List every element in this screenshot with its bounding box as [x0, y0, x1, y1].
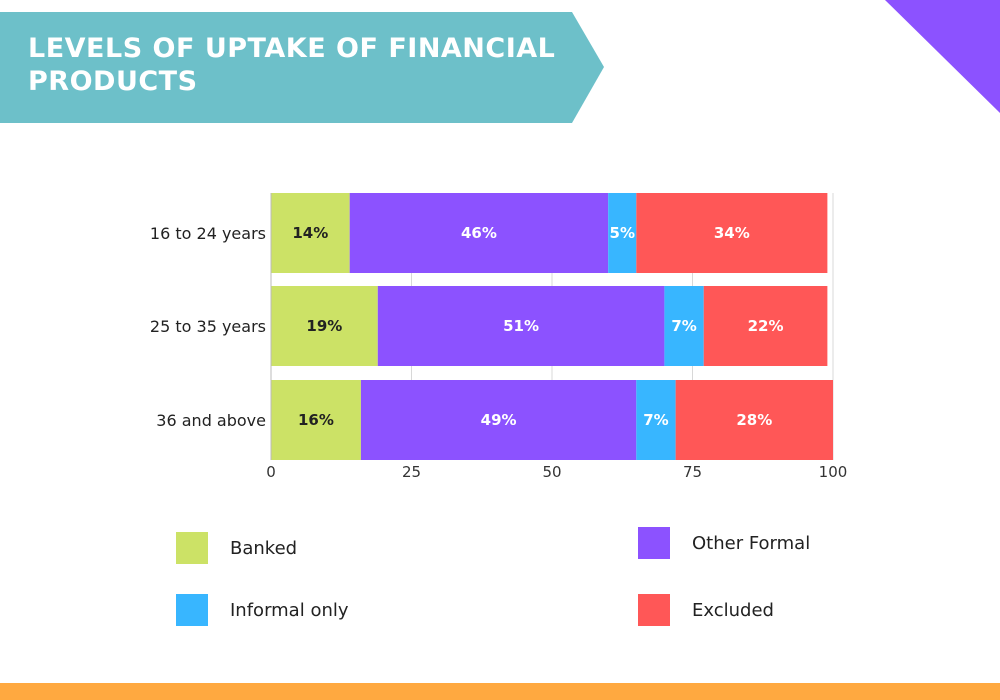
bar-segment-informal-only [608, 193, 637, 273]
x-tick-label: 100 [819, 463, 848, 481]
legend-label-informal-only: Informal only [230, 599, 349, 621]
x-tick-label: 25 [402, 463, 421, 481]
legend-item-excluded: Excluded [638, 594, 774, 626]
data-label: 49% [481, 411, 517, 429]
bar-segment-other-formal [360, 380, 637, 460]
bar-segment-other-formal [349, 193, 609, 273]
legend-item-other-formal: Other Formal [638, 527, 810, 559]
bar-segment-excluded [636, 193, 828, 273]
bar-segment-informal-only [664, 286, 704, 366]
legend-item-banked: Banked [176, 532, 297, 564]
category-label: 36 and above [156, 411, 266, 430]
legend-swatch-informal-only [176, 594, 208, 626]
corner-triangle-shape [885, 0, 1000, 113]
data-label: 19% [306, 317, 342, 335]
bar-segment-excluded [675, 380, 833, 460]
bar-segment-banked [271, 193, 350, 273]
stacked-bar-chart: 0 25 50 75 100 14% 46% 5% 34% 16 to 24 years 19% 51… [150, 193, 848, 481]
legend-label-excluded: Excluded [692, 599, 774, 621]
data-label: 34% [714, 224, 750, 242]
data-label: 16% [298, 411, 334, 429]
legend-item-informal-only: Informal only [176, 594, 349, 626]
data-label: 7% [643, 411, 668, 429]
banner-shape [0, 12, 604, 123]
x-tick-label: 50 [542, 463, 561, 481]
legend-swatch-other-formal [638, 527, 670, 559]
data-label: 46% [461, 224, 497, 242]
x-tick-label: 75 [683, 463, 702, 481]
bar-segment-informal-only [636, 380, 676, 460]
data-label: 22% [748, 317, 784, 335]
category-label: 25 to 35 years [150, 317, 266, 336]
page-title: LEVELS OF UPTAKE OF FINANCIAL PRODUCTS [28, 33, 556, 97]
footer-bar [0, 683, 1000, 700]
bar-segment-excluded [703, 286, 828, 366]
banner-arrow [0, 12, 604, 123]
category-label: 16 to 24 years [150, 224, 266, 243]
bar-segment-banked [271, 380, 361, 460]
x-tick-label: 0 [266, 463, 276, 481]
data-label: 7% [671, 317, 696, 335]
data-label: 14% [292, 224, 328, 242]
data-label: 28% [736, 411, 772, 429]
legend-swatch-banked [176, 532, 208, 564]
bar-segment-banked [271, 286, 378, 366]
legend-label-other-formal: Other Formal [692, 532, 811, 554]
bar-segment-other-formal [377, 286, 665, 366]
legend-label-banked: Banked [230, 537, 298, 559]
data-label: 51% [503, 317, 539, 335]
data-label: 5% [610, 224, 635, 242]
legend-swatch-excluded [638, 594, 670, 626]
title-banner: LEVELS OF UPTAKE OF FINANCIAL PRODUCTS [0, 0, 605, 125]
corner-triangle [885, 0, 1000, 113]
